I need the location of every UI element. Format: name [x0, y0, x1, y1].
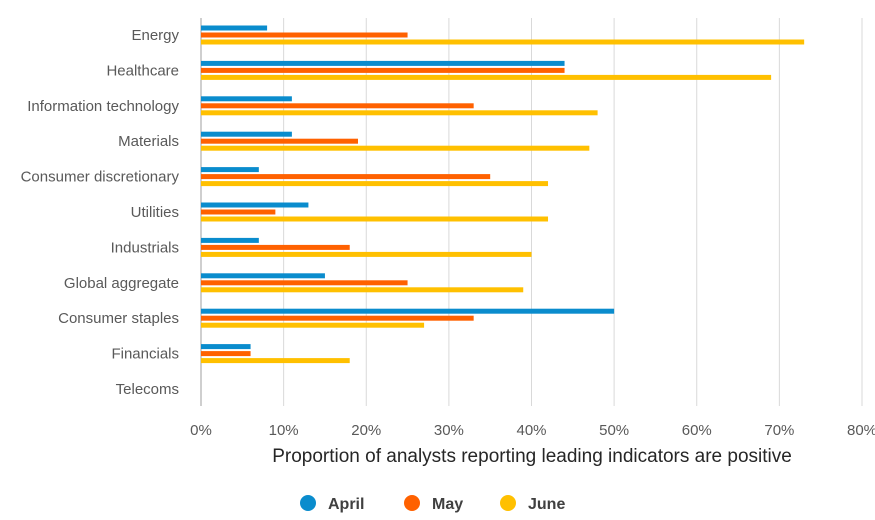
- x-axis-title: Proportion of analysts reporting leading…: [272, 446, 792, 467]
- bar-may: [201, 315, 474, 321]
- bars: [201, 25, 805, 364]
- x-tick-label: 80%: [847, 422, 875, 439]
- legend-label: April: [328, 496, 364, 513]
- category-labels: Energy Healthcare Information technology Ma…: [21, 27, 180, 398]
- legend-marker: [404, 495, 420, 511]
- bar-june: [201, 358, 350, 364]
- legend-label: May: [432, 496, 463, 513]
- category-label: Global aggregate: [64, 275, 179, 292]
- bar-june: [201, 251, 532, 257]
- category-label: Financials: [111, 346, 179, 363]
- bar-june: [201, 216, 549, 222]
- bar-may: [201, 209, 276, 215]
- category-label: Energy: [131, 27, 179, 44]
- bar-may: [201, 32, 408, 38]
- gridlines: [200, 18, 863, 406]
- x-tick-label: 30%: [434, 422, 464, 439]
- category-label: Utilities: [131, 204, 179, 221]
- bar-april: [201, 273, 325, 279]
- category-label: Consumer staples: [58, 310, 179, 327]
- category-label: Healthcare: [106, 62, 179, 79]
- bar-june: [201, 145, 590, 151]
- x-tick-label: 60%: [682, 422, 712, 439]
- bar-may: [201, 351, 251, 357]
- legend-item-april: April: [300, 495, 364, 513]
- legend-item-june: June: [500, 495, 565, 513]
- bar-may: [201, 244, 350, 250]
- x-tick-label: 0%: [190, 422, 212, 439]
- category-label: Industrials: [111, 239, 179, 256]
- bar-april: [201, 60, 565, 66]
- bar-april: [201, 202, 309, 208]
- category-label: Telecoms: [116, 381, 179, 398]
- bar-june: [201, 74, 772, 80]
- x-tick-label: 70%: [764, 422, 794, 439]
- bar-april: [201, 131, 292, 137]
- x-tick-label: 10%: [269, 422, 299, 439]
- category-label: Materials: [118, 133, 179, 150]
- bar-may: [201, 138, 358, 144]
- bar-june: [201, 110, 598, 116]
- category-label: Consumer discretionary: [21, 169, 180, 186]
- legend-marker: [500, 495, 516, 511]
- category-label: Information technology: [27, 98, 179, 115]
- legend-marker: [300, 495, 316, 511]
- bar-april: [201, 344, 251, 350]
- bar-may: [201, 67, 565, 73]
- bar-may: [201, 103, 474, 109]
- legend: April May June: [300, 495, 565, 513]
- bar-april: [201, 167, 259, 173]
- bar-june: [201, 39, 805, 45]
- bar-april: [201, 237, 259, 243]
- x-tick-label: 50%: [599, 422, 629, 439]
- x-tick-label: 20%: [351, 422, 381, 439]
- bar-april: [201, 25, 268, 31]
- bar-june: [201, 322, 425, 328]
- legend-label: June: [528, 496, 565, 513]
- bar-june: [201, 181, 549, 187]
- bar-april: [201, 308, 615, 314]
- x-tick-labels: 0% 10% 20% 30% 40% 50% 60% 70% 80%: [190, 422, 875, 439]
- bar-may: [201, 280, 408, 286]
- bar-april: [201, 96, 292, 102]
- bar-june: [201, 287, 524, 293]
- bar-may: [201, 174, 491, 180]
- legend-item-may: May: [404, 495, 463, 513]
- x-tick-label: 40%: [516, 422, 546, 439]
